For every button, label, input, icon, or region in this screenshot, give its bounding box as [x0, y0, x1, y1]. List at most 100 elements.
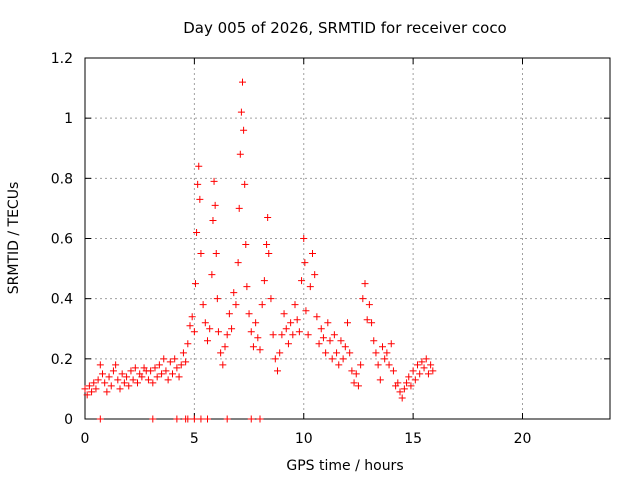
data-point [363, 316, 371, 324]
data-point [306, 283, 314, 291]
x-tick-label: 0 [81, 431, 90, 447]
data-point [125, 382, 133, 390]
data-point [81, 385, 89, 393]
data-point [322, 349, 330, 357]
data-point [131, 364, 139, 372]
data-point [258, 301, 266, 309]
data-point [199, 301, 207, 309]
data-point [204, 415, 211, 423]
data-point [379, 343, 386, 351]
data-point [263, 241, 271, 249]
data-point [184, 415, 192, 423]
x-tick-label: 20 [514, 431, 532, 447]
data-point [190, 415, 198, 423]
data-point [376, 376, 384, 384]
data-point [149, 379, 157, 387]
y-tick-label: 1.2 [51, 51, 73, 67]
data-point [411, 376, 419, 384]
data-point [191, 280, 199, 288]
data-point [193, 228, 201, 236]
data-point [149, 415, 157, 423]
data-point [118, 370, 126, 378]
data-point [223, 415, 231, 423]
data-point [243, 283, 251, 291]
data-point [237, 108, 245, 116]
data-point [368, 319, 376, 327]
data-point [109, 367, 117, 375]
data-point [341, 343, 349, 351]
data-point [348, 367, 356, 375]
data-point [217, 349, 225, 357]
data-point [94, 376, 102, 384]
data-point [112, 361, 120, 369]
x-tick-label: 10 [295, 431, 313, 447]
data-point [337, 337, 345, 345]
data-point [422, 355, 430, 363]
x-tick-label: 15 [404, 431, 422, 447]
data-point [83, 391, 91, 399]
data-point [344, 319, 351, 327]
data-point [317, 325, 325, 333]
data-point [249, 343, 257, 351]
data-point [374, 361, 382, 369]
data-point [359, 295, 367, 303]
data-point [241, 180, 249, 188]
data-point [90, 379, 98, 387]
data-point [221, 343, 229, 351]
data-point [196, 195, 204, 203]
data-point [228, 325, 236, 333]
chart-title: Day 005 of 2026, SRMTID for receiver coc… [183, 19, 507, 37]
y-tick-labels: 0 0.2 0.4 0.6 0.8 1 1.2 [51, 51, 73, 428]
data-point [188, 313, 196, 321]
data-point [256, 346, 264, 354]
data-point [409, 367, 417, 375]
data-point [335, 361, 343, 369]
y-tick-label: 0.2 [51, 352, 73, 368]
data-point [190, 328, 198, 336]
data-point [96, 361, 104, 369]
data-point [173, 415, 181, 423]
data-point [346, 349, 354, 357]
data-point [208, 271, 216, 279]
data-point [155, 361, 163, 369]
data-points [81, 78, 437, 423]
data-point [361, 280, 369, 288]
data-point [287, 319, 295, 327]
data-point [201, 319, 209, 327]
data-point [256, 415, 264, 423]
data-point [389, 367, 397, 375]
data-point [177, 361, 185, 369]
data-point [284, 340, 292, 348]
data-point [129, 376, 137, 384]
data-point [197, 250, 205, 258]
y-tick-label: 0.4 [51, 292, 73, 308]
data-point [235, 204, 243, 212]
data-point [158, 370, 166, 378]
data-point [291, 301, 299, 309]
data-point [416, 370, 424, 378]
data-point [350, 379, 358, 387]
data-point [166, 358, 174, 366]
y-tick-label: 0 [64, 412, 73, 428]
data-point [405, 373, 413, 381]
data-point [96, 415, 104, 423]
data-point [301, 259, 309, 267]
data-point [326, 337, 334, 345]
data-point [210, 177, 218, 185]
data-point [407, 382, 415, 390]
data-point [138, 373, 146, 381]
data-point [162, 367, 170, 375]
data-point [101, 379, 109, 387]
data-point [298, 277, 306, 285]
data-point [223, 331, 231, 339]
data-point [103, 388, 111, 396]
data-point [424, 370, 432, 378]
data-point [160, 355, 168, 363]
data-point [315, 340, 323, 348]
data-point [414, 361, 421, 369]
data-point [225, 310, 233, 318]
data-point [213, 295, 221, 303]
y-tick-label: 1 [64, 111, 73, 127]
